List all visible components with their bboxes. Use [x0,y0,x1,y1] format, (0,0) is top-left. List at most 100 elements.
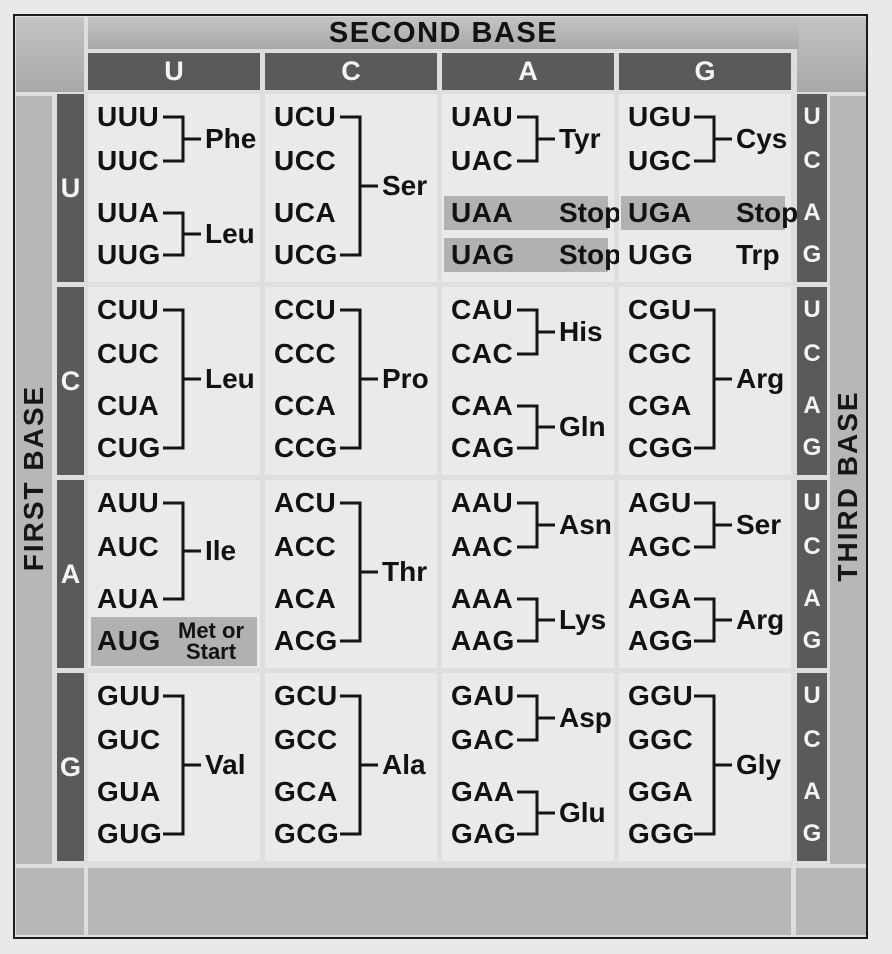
stop-label: Stop [736,197,799,228]
codon: AAA [451,583,514,614]
codon: AUA [97,583,160,614]
amino-acid-label: Gln [559,411,606,442]
stop-label: Stop [559,197,622,228]
amino-acid-label: Ile [205,535,237,566]
codon: CUC [97,338,160,369]
codon: GUA [97,776,161,807]
codon: CGU [628,294,692,325]
amino-acid-label: Thr [382,556,428,587]
codon: UCC [274,145,337,176]
amino-acid-label: Met or Start [178,618,244,664]
codon: UGA [628,197,692,228]
third-base-letter: A [803,199,821,226]
third-base-letter: U [803,682,821,709]
codon: AAG [451,625,515,656]
codon: ACA [274,583,337,614]
codon: UGC [628,145,692,176]
second-base-title: SECOND BASE [328,16,559,49]
codon-cell-GC: GCU GCC GCA GCG Ala [265,673,437,861]
codon: UUC [97,145,160,176]
third-base-letter: U [803,296,821,323]
codon-cell-CG: CGU CGC CGA CGG Arg [619,287,791,475]
codon-cell-UU: UUU UUC Phe UUA UUG Leu [88,94,260,282]
amino-acid-label: Asp [559,702,612,733]
third-base-letter: A [803,585,821,612]
stop-label: Stop [559,239,622,270]
codon: CCG [274,432,338,463]
amino-acid-label: Arg [736,363,785,394]
codon: UGG [628,239,694,270]
codon: AUG [97,625,161,656]
codon: CUU [97,294,160,325]
codon: GGA [628,776,694,807]
bottom-left-block [16,868,84,935]
codon: CGA [628,390,692,421]
codon: GCG [274,818,340,849]
codon-cell-GG: GGU GGC GGA GGG Gly [619,673,791,861]
amino-acid-label: Asn [559,509,612,540]
third-base-letter: A [803,392,821,419]
third-base-letter: C [803,726,821,753]
first-base-row-C: C [57,287,84,475]
third-base-letter: C [803,533,821,560]
amino-acid-label: Ala [382,749,426,780]
highlight-band [444,196,608,230]
codon: UAG [451,239,515,270]
codon: GUC [97,724,161,755]
codon: UUU [97,101,160,132]
amino-acid-label: Trp [736,239,780,270]
codon-cell-UC: UCU UCC UCA UCG Ser [265,94,437,282]
codon: ACU [274,487,337,518]
second-base-column-A: A [442,53,614,90]
amino-acid-label: Glu [559,797,606,828]
third-base-letter: A [803,778,821,805]
amino-acid-label: Phe [205,123,257,154]
third-base-letter: U [803,103,821,130]
codon-cell-GU: GUU GUC GUA GUG Val [88,673,260,861]
codon: UUG [97,239,161,270]
codon: CUG [97,432,161,463]
highlight-band [621,196,785,230]
codon-cell-CA: CAU CAC His CAA CAG Gln [442,287,614,475]
third-base-letter: G [802,627,822,654]
codon: AGA [628,583,692,614]
codon: CCC [274,338,337,369]
third-base-letter: U [803,489,821,516]
amino-acid-label: Val [205,749,246,780]
amino-acid-label: Leu [205,363,255,394]
codon: GGG [628,818,695,849]
codon: CGC [628,338,692,369]
third-base-strip [830,96,866,864]
amino-acid-label: Leu [205,218,255,249]
amino-acid-label: Pro [382,363,429,394]
codon: CCA [274,390,337,421]
codon-cell-GA: GAU GAC Asp GAA GAG Glu [442,673,614,861]
third-base-letter: C [803,340,821,367]
first-base-strip [16,96,52,864]
codon: AGU [628,487,692,518]
codon-cell-AG: AGU AGC Ser AGA AGG Arg [619,480,791,668]
amino-acid-label: Gly [736,749,782,780]
first-base-row-A: A [57,480,84,668]
amino-acid-label: Lys [559,604,607,635]
amino-acid-label: Cys [736,123,788,154]
codon: GUG [97,818,163,849]
codon: UGU [628,101,692,132]
codon: GGU [628,680,694,711]
codon: CAC [451,338,514,369]
highlight-band [444,238,608,272]
highlight-band [91,617,257,666]
codon: CUA [97,390,160,421]
codon-cell-UG: UGU UGC Cys UGA Stop UGG Trp [619,94,798,282]
codon-cell-AU: AUU AUC AUA Ile AUG Met or Start [88,480,260,668]
codon: UUA [97,197,160,228]
codon-cell-CU: CUU CUC CUA CUG Leu [88,287,260,475]
second-base-column-U: U [88,53,260,90]
codon: UCA [274,197,337,228]
top-right-corner [797,17,866,92]
codon-cell-AC: ACU ACC ACA ACG Thr [265,480,437,668]
codon: CAG [451,432,515,463]
